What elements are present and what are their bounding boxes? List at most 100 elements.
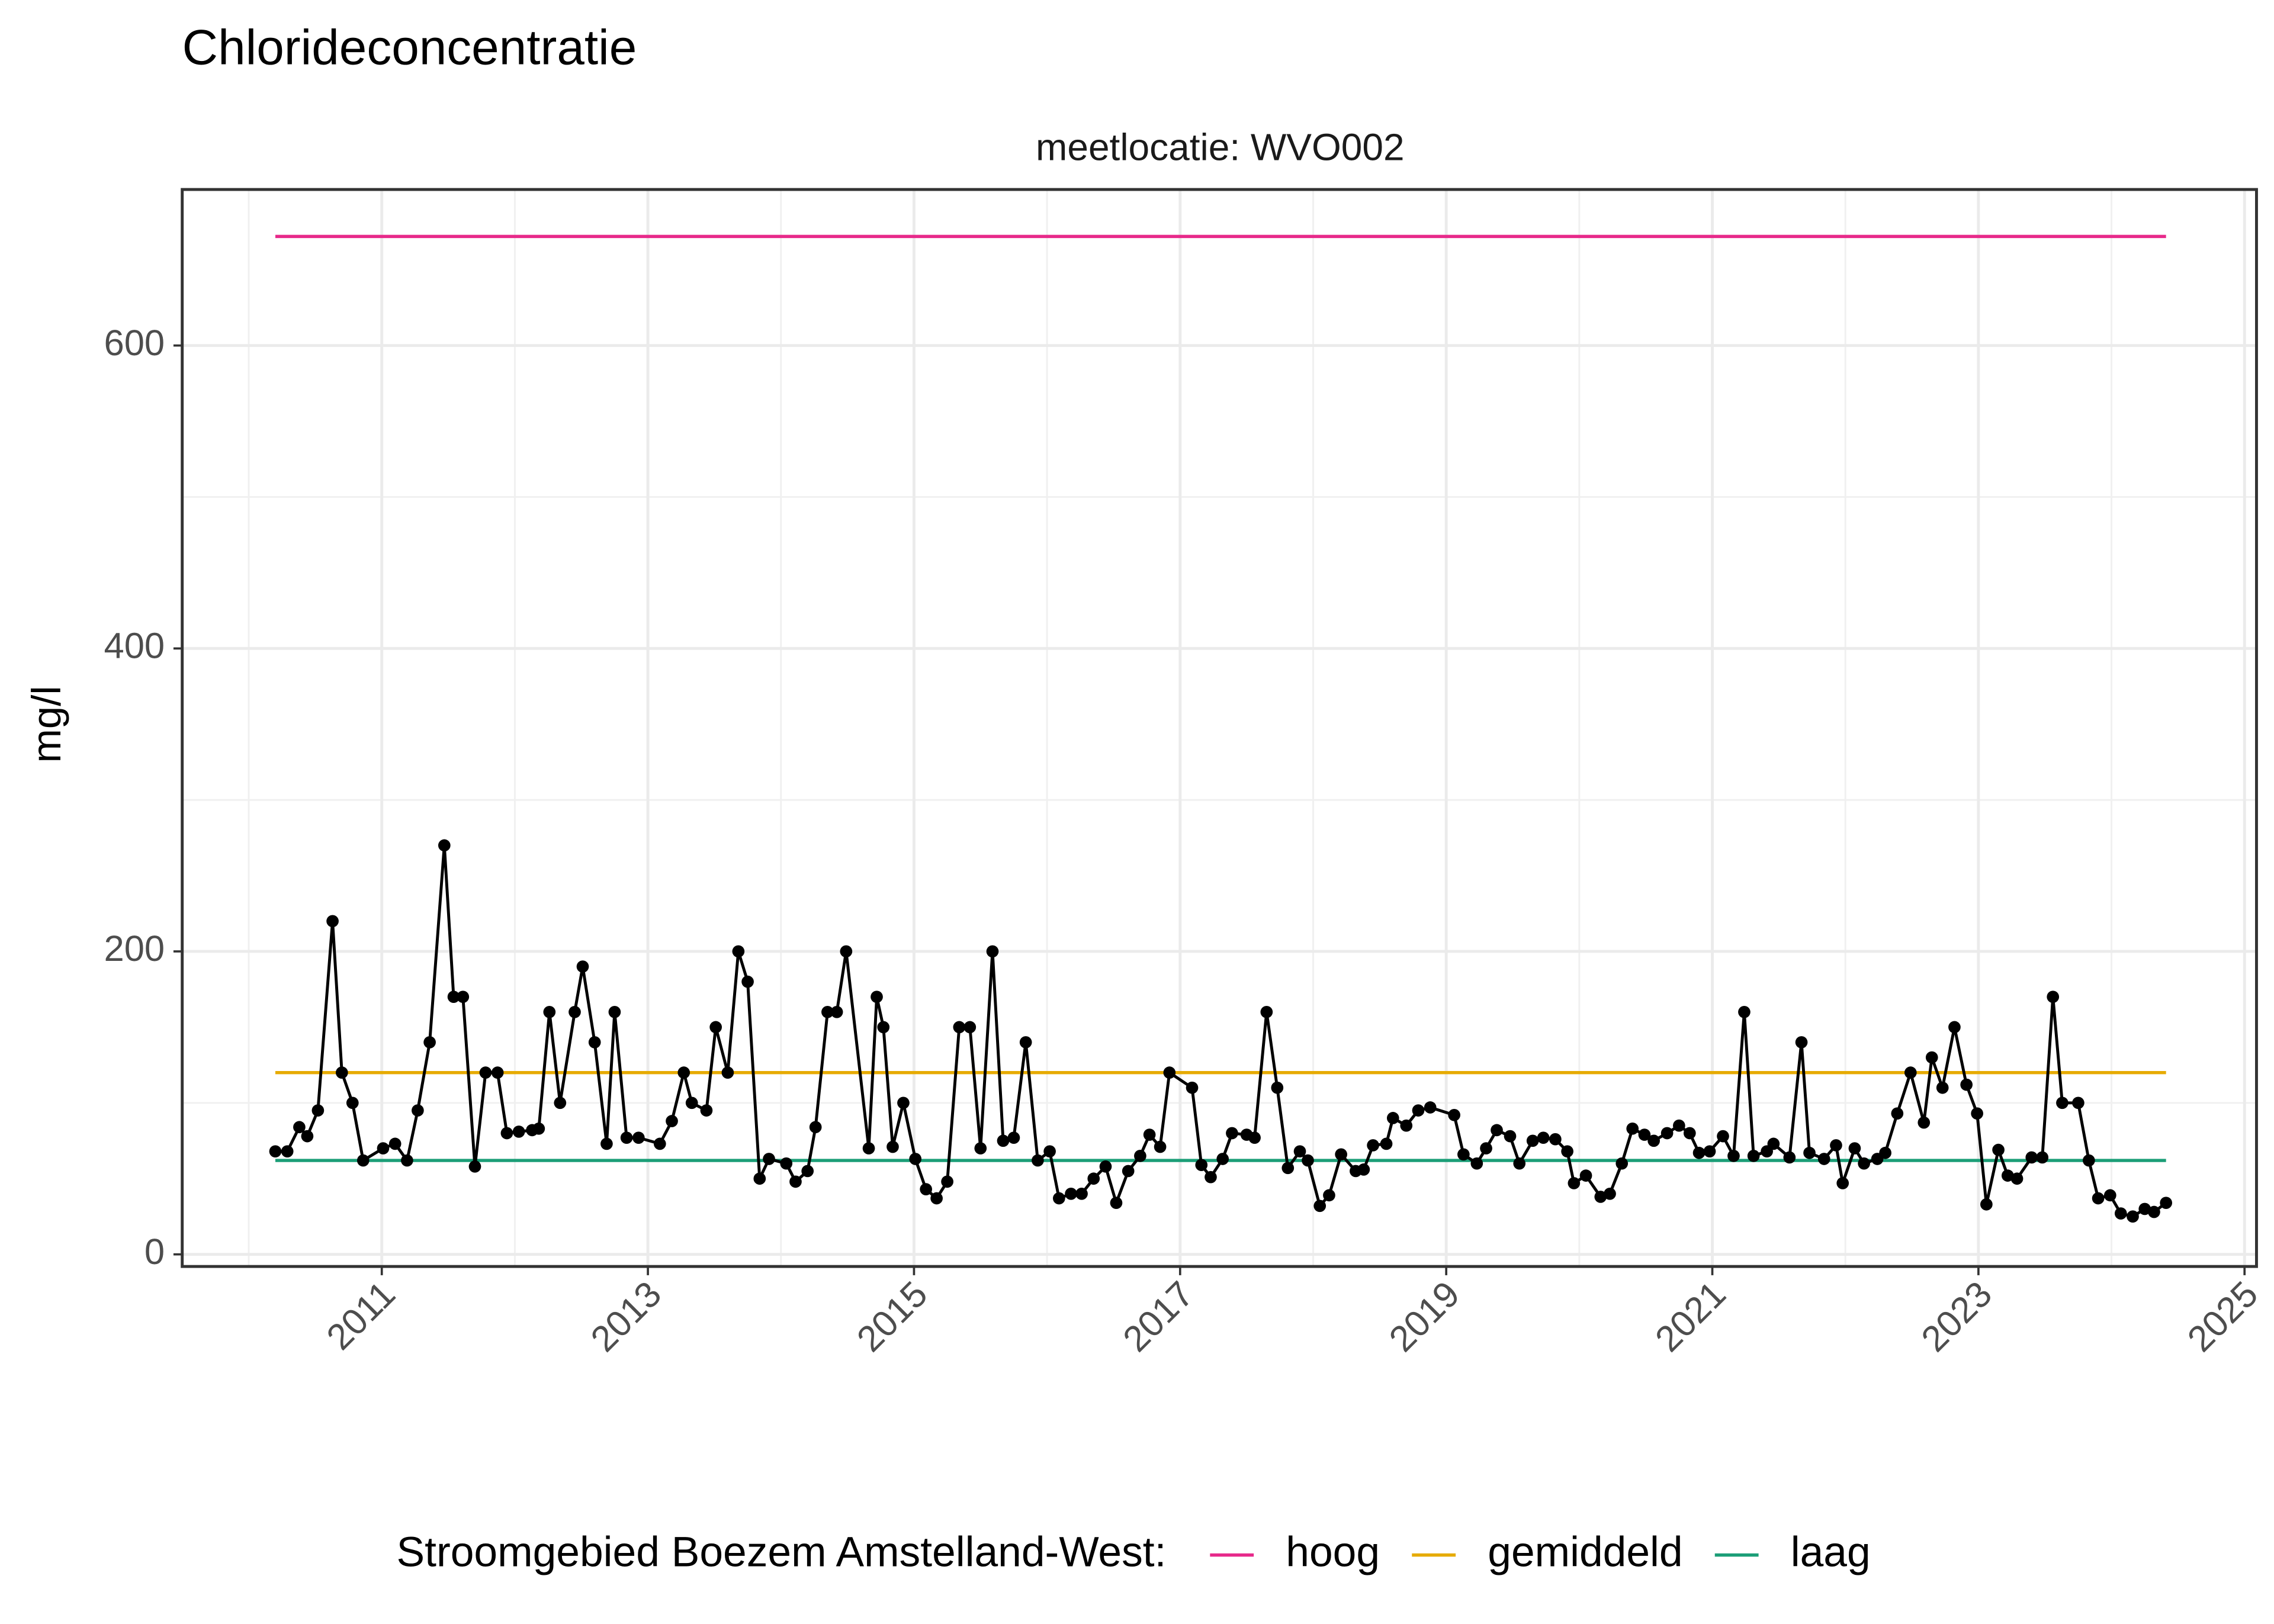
data-point bbox=[862, 1142, 875, 1155]
data-point bbox=[1400, 1119, 1413, 1132]
data-point bbox=[1099, 1160, 1112, 1173]
data-point bbox=[447, 991, 460, 1004]
data-point bbox=[1019, 1036, 1032, 1049]
data-point bbox=[974, 1142, 987, 1155]
data-point bbox=[2010, 1172, 2024, 1185]
data-point bbox=[1248, 1131, 1261, 1144]
data-point bbox=[871, 991, 883, 1004]
data-point bbox=[1470, 1157, 1483, 1170]
data-point bbox=[588, 1036, 601, 1049]
data-point bbox=[2083, 1154, 2095, 1167]
chart-subtitle: meetlocatie: WVO002 bbox=[1036, 126, 1404, 168]
data-point bbox=[1615, 1157, 1629, 1170]
data-point bbox=[1738, 1005, 1751, 1018]
data-point bbox=[741, 975, 754, 988]
data-point bbox=[457, 991, 470, 1004]
data-point bbox=[500, 1127, 513, 1140]
data-point bbox=[1767, 1137, 1780, 1150]
data-point bbox=[1783, 1151, 1796, 1164]
data-point bbox=[512, 1125, 525, 1138]
data-point bbox=[554, 1096, 567, 1110]
data-point bbox=[930, 1192, 943, 1205]
data-point bbox=[1143, 1128, 1156, 1141]
data-point bbox=[1260, 1005, 1273, 1018]
data-point bbox=[423, 1036, 436, 1049]
data-point bbox=[1281, 1162, 1295, 1175]
data-point bbox=[1918, 1116, 1931, 1129]
data-point bbox=[709, 1021, 722, 1034]
data-point bbox=[438, 839, 451, 852]
data-point bbox=[1504, 1130, 1517, 1143]
data-point bbox=[1803, 1146, 1816, 1159]
data-point bbox=[1561, 1145, 1573, 1158]
data-point bbox=[1858, 1157, 1870, 1170]
data-point bbox=[2148, 1205, 2160, 1218]
data-point bbox=[346, 1096, 359, 1110]
y-axis-label: mg/l bbox=[24, 686, 69, 763]
legend-label: hoog bbox=[1286, 1528, 1380, 1575]
data-point bbox=[1335, 1148, 1347, 1161]
data-point bbox=[721, 1066, 734, 1079]
data-point bbox=[388, 1137, 402, 1150]
data-point bbox=[311, 1104, 325, 1117]
data-point bbox=[986, 945, 999, 958]
data-point bbox=[1568, 1177, 1581, 1189]
data-point bbox=[1480, 1142, 1492, 1155]
data-point bbox=[1647, 1134, 1660, 1147]
data-point bbox=[1386, 1112, 1399, 1124]
data-point bbox=[269, 1145, 282, 1158]
data-point bbox=[2072, 1096, 2084, 1110]
data-point bbox=[1992, 1143, 2005, 1156]
data-point bbox=[1007, 1131, 1020, 1144]
data-point bbox=[1065, 1187, 1077, 1200]
data-point bbox=[1380, 1137, 1393, 1150]
legend-label: gemiddeld bbox=[1488, 1528, 1682, 1575]
data-point bbox=[1513, 1157, 1526, 1170]
data-point bbox=[1052, 1192, 1065, 1205]
data-point bbox=[543, 1005, 556, 1018]
data-point bbox=[1043, 1145, 1056, 1158]
data-point bbox=[953, 1021, 966, 1034]
data-point bbox=[1579, 1169, 1592, 1182]
data-point bbox=[1122, 1165, 1135, 1178]
data-point bbox=[1604, 1187, 1616, 1200]
data-point bbox=[1936, 1081, 1949, 1094]
data-point bbox=[1626, 1122, 1639, 1135]
data-point bbox=[1980, 1198, 1993, 1211]
data-point bbox=[2036, 1151, 2049, 1164]
data-point bbox=[732, 945, 745, 958]
data-point bbox=[632, 1131, 645, 1144]
data-point bbox=[281, 1145, 294, 1158]
data-point bbox=[2127, 1210, 2139, 1223]
data-point bbox=[1948, 1021, 1961, 1034]
data-point bbox=[789, 1175, 802, 1188]
data-point bbox=[608, 1005, 621, 1018]
data-point bbox=[1367, 1139, 1379, 1152]
y-tick-label: 0 bbox=[144, 1231, 165, 1272]
data-point bbox=[897, 1096, 910, 1110]
data-point bbox=[1357, 1163, 1370, 1176]
data-point bbox=[1216, 1153, 1229, 1165]
data-point bbox=[1727, 1150, 1740, 1162]
data-point bbox=[1226, 1127, 1238, 1140]
data-point bbox=[1075, 1187, 1088, 1200]
data-point bbox=[468, 1160, 481, 1173]
data-point bbox=[1836, 1177, 1849, 1189]
data-point bbox=[801, 1165, 814, 1178]
data-point bbox=[2025, 1151, 2038, 1164]
data-point bbox=[1302, 1154, 1314, 1167]
data-point bbox=[2056, 1096, 2069, 1110]
y-tick-label: 400 bbox=[104, 626, 165, 667]
data-point bbox=[1960, 1078, 1973, 1091]
data-point bbox=[1323, 1189, 1335, 1202]
data-point bbox=[941, 1175, 953, 1188]
data-point bbox=[532, 1122, 545, 1135]
data-point bbox=[301, 1130, 314, 1143]
data-point bbox=[1271, 1081, 1284, 1094]
y-tick-label: 200 bbox=[104, 928, 165, 969]
data-point bbox=[1195, 1159, 1208, 1172]
data-point bbox=[780, 1157, 793, 1170]
data-point bbox=[1830, 1139, 1842, 1152]
